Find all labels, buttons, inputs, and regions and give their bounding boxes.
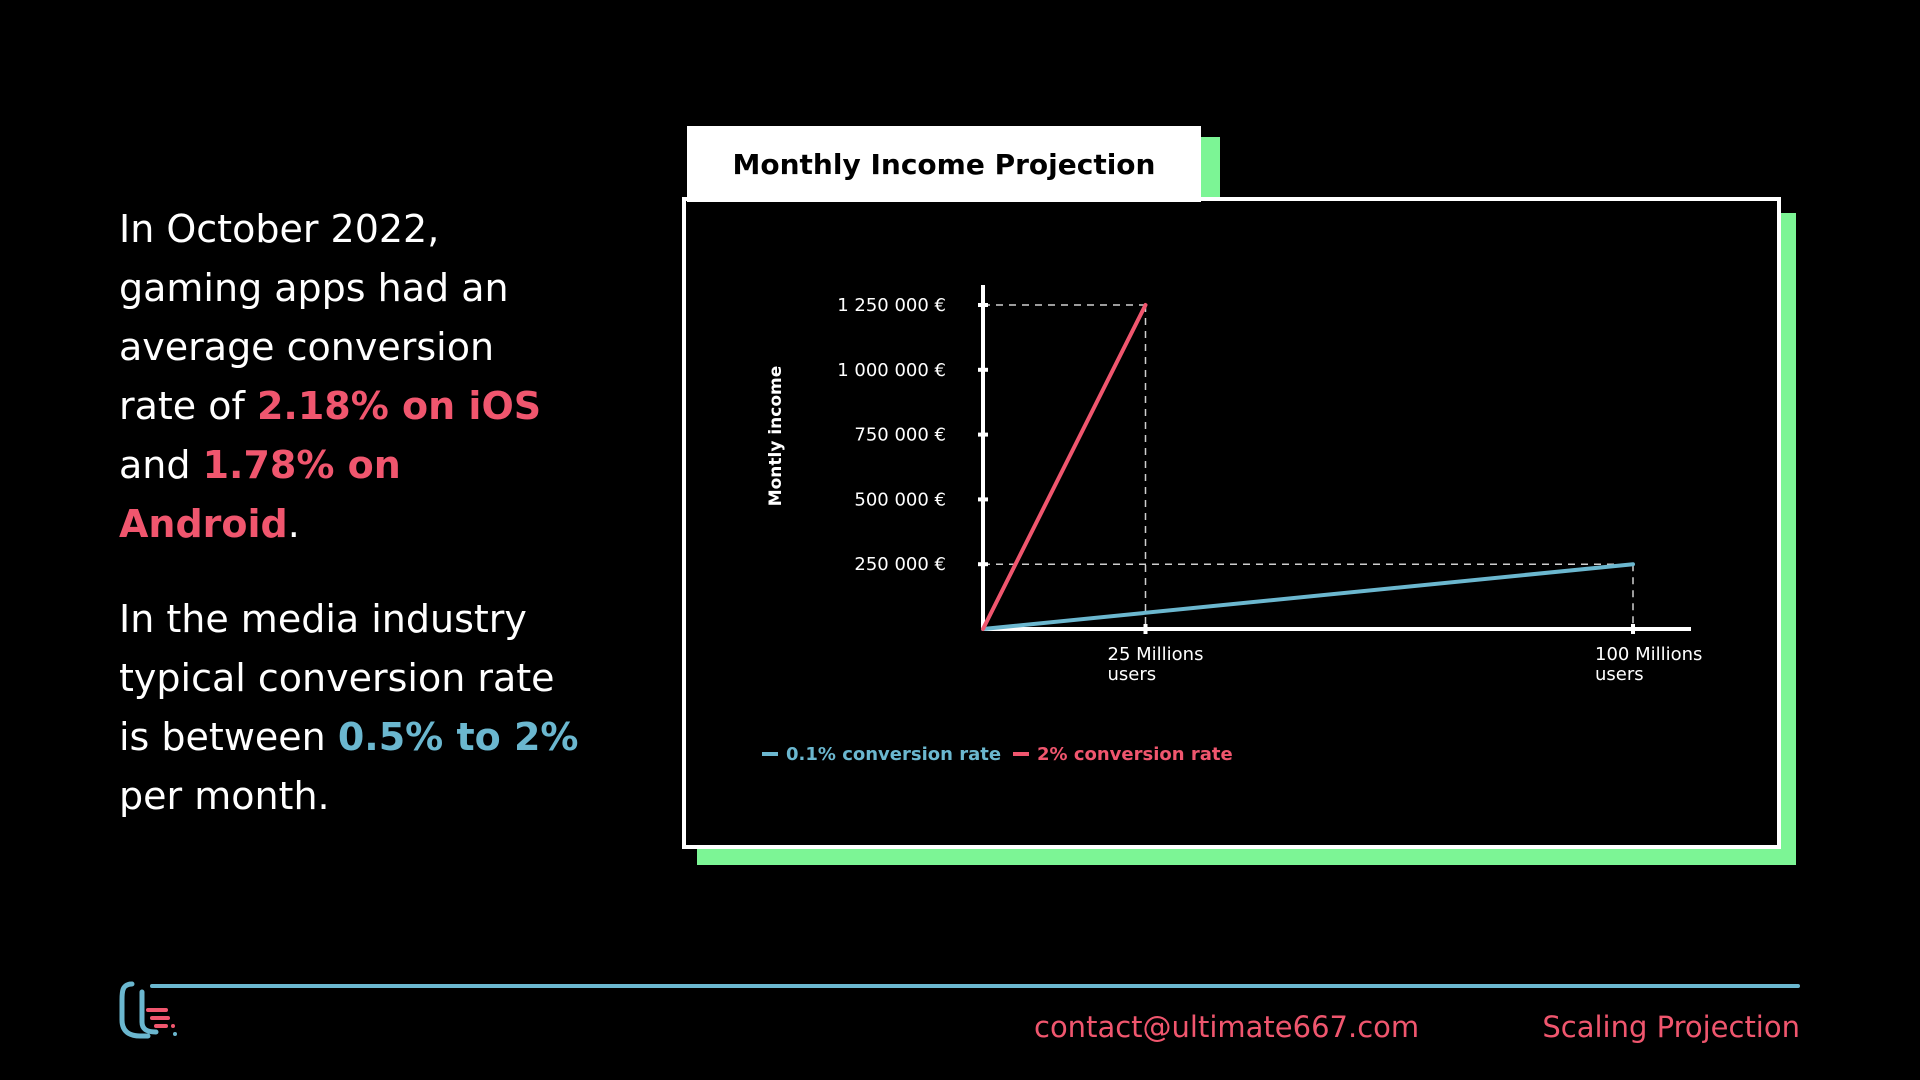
y-tick-label: 1 250 000 € <box>837 295 946 316</box>
y-axis-label: Montly income <box>766 366 786 507</box>
legend-label: 2% conversion rate <box>1037 744 1233 765</box>
intro-text: In the media industry typical conversion… <box>119 597 555 759</box>
y-tick-label: 250 000 € <box>854 554 946 575</box>
intro-paragraph-gaming: In October 2022, gaming apps had an aver… <box>119 200 579 554</box>
intro-text: . <box>287 502 300 546</box>
intro-paragraph-media: In the media industry typical conversion… <box>119 590 579 826</box>
x-tick-label: 25 Millions users <box>1108 644 1204 685</box>
intro-text: In October 2022, gaming apps had an aver… <box>119 207 509 428</box>
y-tick-label: 1 000 000 € <box>837 360 946 381</box>
contact-email-link[interactable]: contact@ultimate667.com <box>1034 1010 1420 1044</box>
y-tick-label: 500 000 € <box>854 489 946 510</box>
media-rate-highlight: 0.5% to 2% <box>337 715 579 759</box>
section-label: Scaling Projection <box>1542 1010 1800 1044</box>
ios-rate-highlight: 2.18% on iOS <box>256 384 542 428</box>
x-tick-label: 100 Millions users <box>1595 644 1702 685</box>
chart-card <box>682 197 1781 849</box>
footer-divider <box>150 984 1800 988</box>
chart-title: Monthly Income Projection <box>687 126 1201 202</box>
logo-icon <box>119 981 177 1039</box>
series-line <box>981 303 1148 631</box>
y-tick-label: 750 000 € <box>854 425 946 446</box>
intro-text: per month. <box>119 774 330 818</box>
android-rate-highlight: 1.78% on Android <box>119 443 401 546</box>
legend-label: 0.1% conversion rate <box>786 744 1001 765</box>
series-line <box>981 562 1635 631</box>
intro-text: and <box>119 443 203 487</box>
